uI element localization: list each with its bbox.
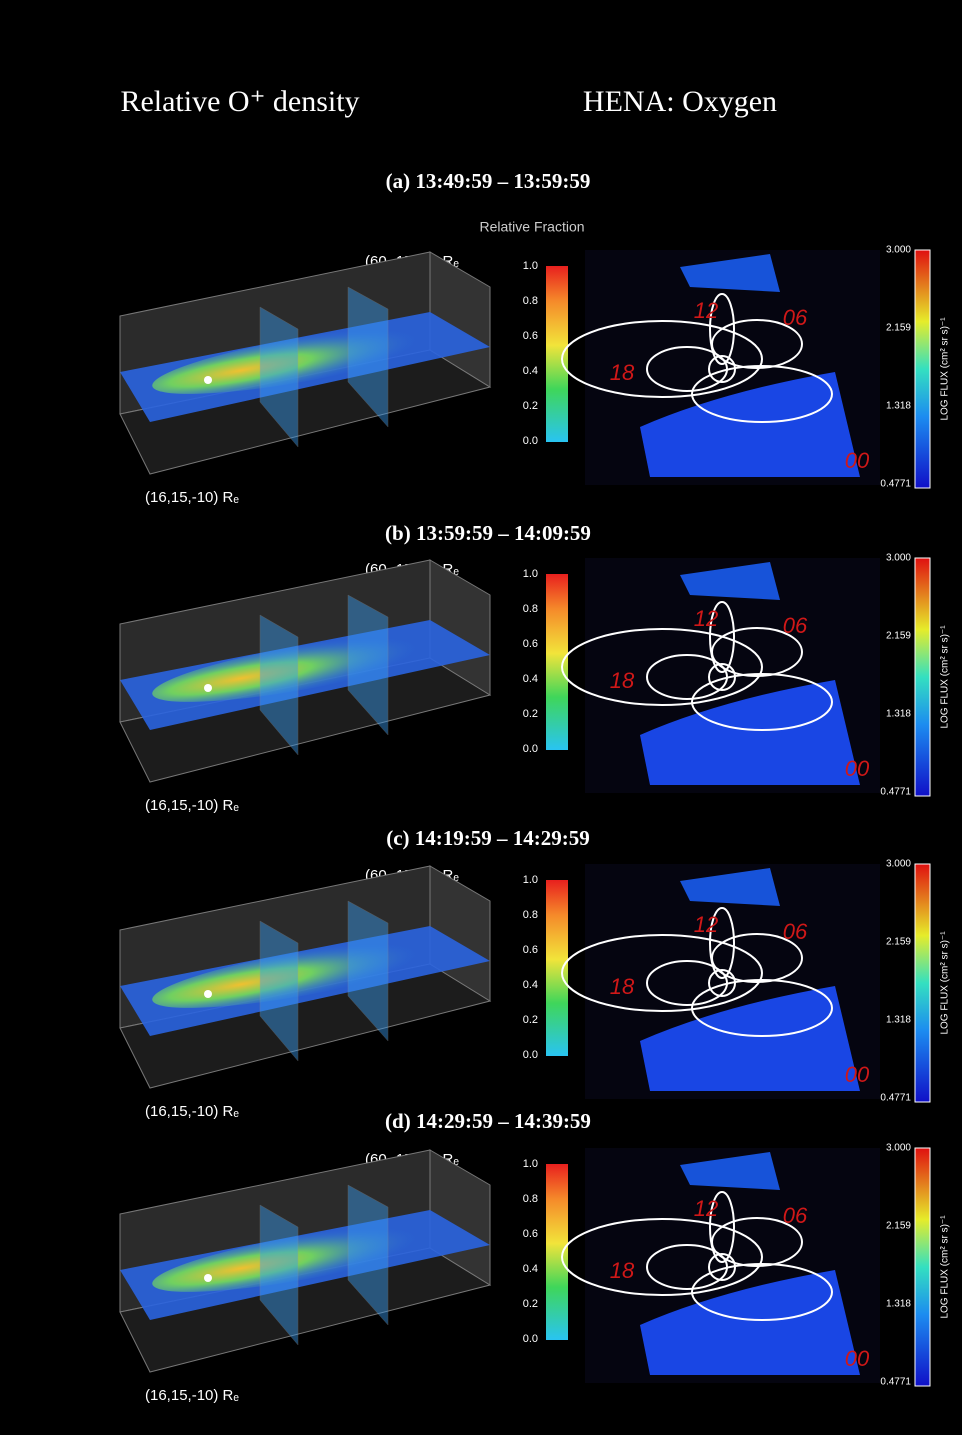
mlt-label: 06 [783, 613, 808, 638]
density-tick: 0.6 [523, 1228, 538, 1240]
mlt-label: 00 [845, 756, 870, 781]
flux-label: LOG FLUX (cm² sr s)⁻¹ [940, 625, 951, 729]
mlt-label: 06 [783, 1203, 808, 1228]
mlt-label: 00 [845, 448, 870, 473]
earth [204, 376, 212, 384]
earth [204, 990, 212, 998]
flux-tick: 3.000 [886, 553, 911, 564]
flux-label: LOG FLUX (cm² sr s)⁻¹ [940, 931, 951, 1035]
panel-label: (b) 13:59:59 – 14:09:59 [385, 521, 591, 545]
density-tick: 0.4 [523, 979, 538, 991]
mlt-label: 18 [610, 668, 635, 693]
density-tick: 0.2 [523, 1014, 538, 1026]
density-tick: 0.4 [523, 365, 538, 377]
density-colorbar [546, 266, 568, 442]
flux-tick: 2.159 [886, 631, 911, 642]
colorbar-title: Relative Fraction [479, 219, 584, 235]
flux-tick: 0.4771 [880, 1377, 911, 1388]
density-colorbar [546, 574, 568, 750]
corner-bottom: (16,15,-10) Rₑ [145, 1387, 239, 1404]
density-tick: 1.0 [523, 874, 538, 886]
density-tick: 1.0 [523, 568, 538, 580]
mlt-label: 00 [845, 1346, 870, 1371]
panel: (c) 14:19:59 – 14:29:59(60,-15,10) Rₑ(16… [120, 826, 951, 1120]
panel: (b) 13:59:59 – 14:09:59(60,-15,10) Rₑ(16… [120, 521, 951, 814]
mlt-label: 00 [845, 1062, 870, 1087]
panel-label: (d) 14:29:59 – 14:39:59 [385, 1109, 591, 1133]
density-tick: 1.0 [523, 1158, 538, 1170]
flux-tick: 1.318 [886, 1015, 911, 1026]
right-title: HENA: Oxygen [583, 85, 777, 118]
mlt-label: 12 [694, 298, 718, 323]
density-tick: 0.0 [523, 435, 538, 447]
flux-tick: 2.159 [886, 937, 911, 948]
flux-tick: 0.4771 [880, 787, 911, 798]
density-tick: 0.4 [523, 1263, 538, 1275]
flux-colorbar [915, 558, 930, 796]
density-tick: 0.0 [523, 1049, 538, 1061]
corner-bottom: (16,15,-10) Rₑ [145, 489, 239, 506]
density-tick: 0.0 [523, 1333, 538, 1345]
density-tick: 0.4 [523, 673, 538, 685]
density-tick: 0.8 [523, 909, 538, 921]
density-tick: 0.2 [523, 400, 538, 412]
density-tick: 0.8 [523, 295, 538, 307]
density-colorbar [546, 1164, 568, 1340]
flux-tick: 1.318 [886, 709, 911, 720]
figure: Relative O⁺ density HENA: Oxygen Relativ… [0, 0, 962, 1435]
flux-label: LOG FLUX (cm² sr s)⁻¹ [940, 317, 951, 421]
flux-tick: 2.159 [886, 323, 911, 334]
panel-label: (a) 13:49:59 – 13:59:59 [386, 169, 591, 193]
flux-tick: 0.4771 [880, 1093, 911, 1104]
mlt-label: 12 [694, 912, 718, 937]
mlt-label: 06 [783, 305, 808, 330]
mlt-label: 12 [694, 606, 718, 631]
density-tick: 0.0 [523, 743, 538, 755]
density-tick: 0.6 [523, 330, 538, 342]
mlt-label: 18 [610, 1258, 635, 1283]
flux-tick: 3.000 [886, 245, 911, 256]
corner-bottom: (16,15,-10) Rₑ [145, 797, 239, 814]
mlt-label: 06 [783, 919, 808, 944]
density-tick: 1.0 [523, 260, 538, 272]
flux-label: LOG FLUX (cm² sr s)⁻¹ [940, 1215, 951, 1319]
flux-tick: 3.000 [886, 859, 911, 870]
density-tick: 0.6 [523, 944, 538, 956]
flux-colorbar [915, 250, 930, 488]
density-tick: 0.2 [523, 1298, 538, 1310]
flux-tick: 3.000 [886, 1143, 911, 1154]
flux-tick: 1.318 [886, 401, 911, 412]
corner-bottom: (16,15,-10) Rₑ [145, 1103, 239, 1120]
density-tick: 0.2 [523, 708, 538, 720]
left-title: Relative O⁺ density [120, 85, 359, 118]
earth [204, 684, 212, 692]
mlt-label: 18 [610, 974, 635, 999]
flux-tick: 1.318 [886, 1299, 911, 1310]
density-tick: 0.6 [523, 638, 538, 650]
density-tick: 0.8 [523, 603, 538, 615]
flux-tick: 0.4771 [880, 479, 911, 490]
panel: (d) 14:29:59 – 14:39:59(60,-15,10) Rₑ(16… [120, 1109, 951, 1404]
density-colorbar [546, 880, 568, 1056]
flux-colorbar [915, 864, 930, 1102]
density-tick: 0.8 [523, 1193, 538, 1205]
mlt-label: 18 [610, 360, 635, 385]
panel-label: (c) 14:19:59 – 14:29:59 [386, 826, 590, 850]
flux-colorbar [915, 1148, 930, 1386]
earth [204, 1274, 212, 1282]
mlt-label: 12 [694, 1196, 718, 1221]
flux-tick: 2.159 [886, 1221, 911, 1232]
